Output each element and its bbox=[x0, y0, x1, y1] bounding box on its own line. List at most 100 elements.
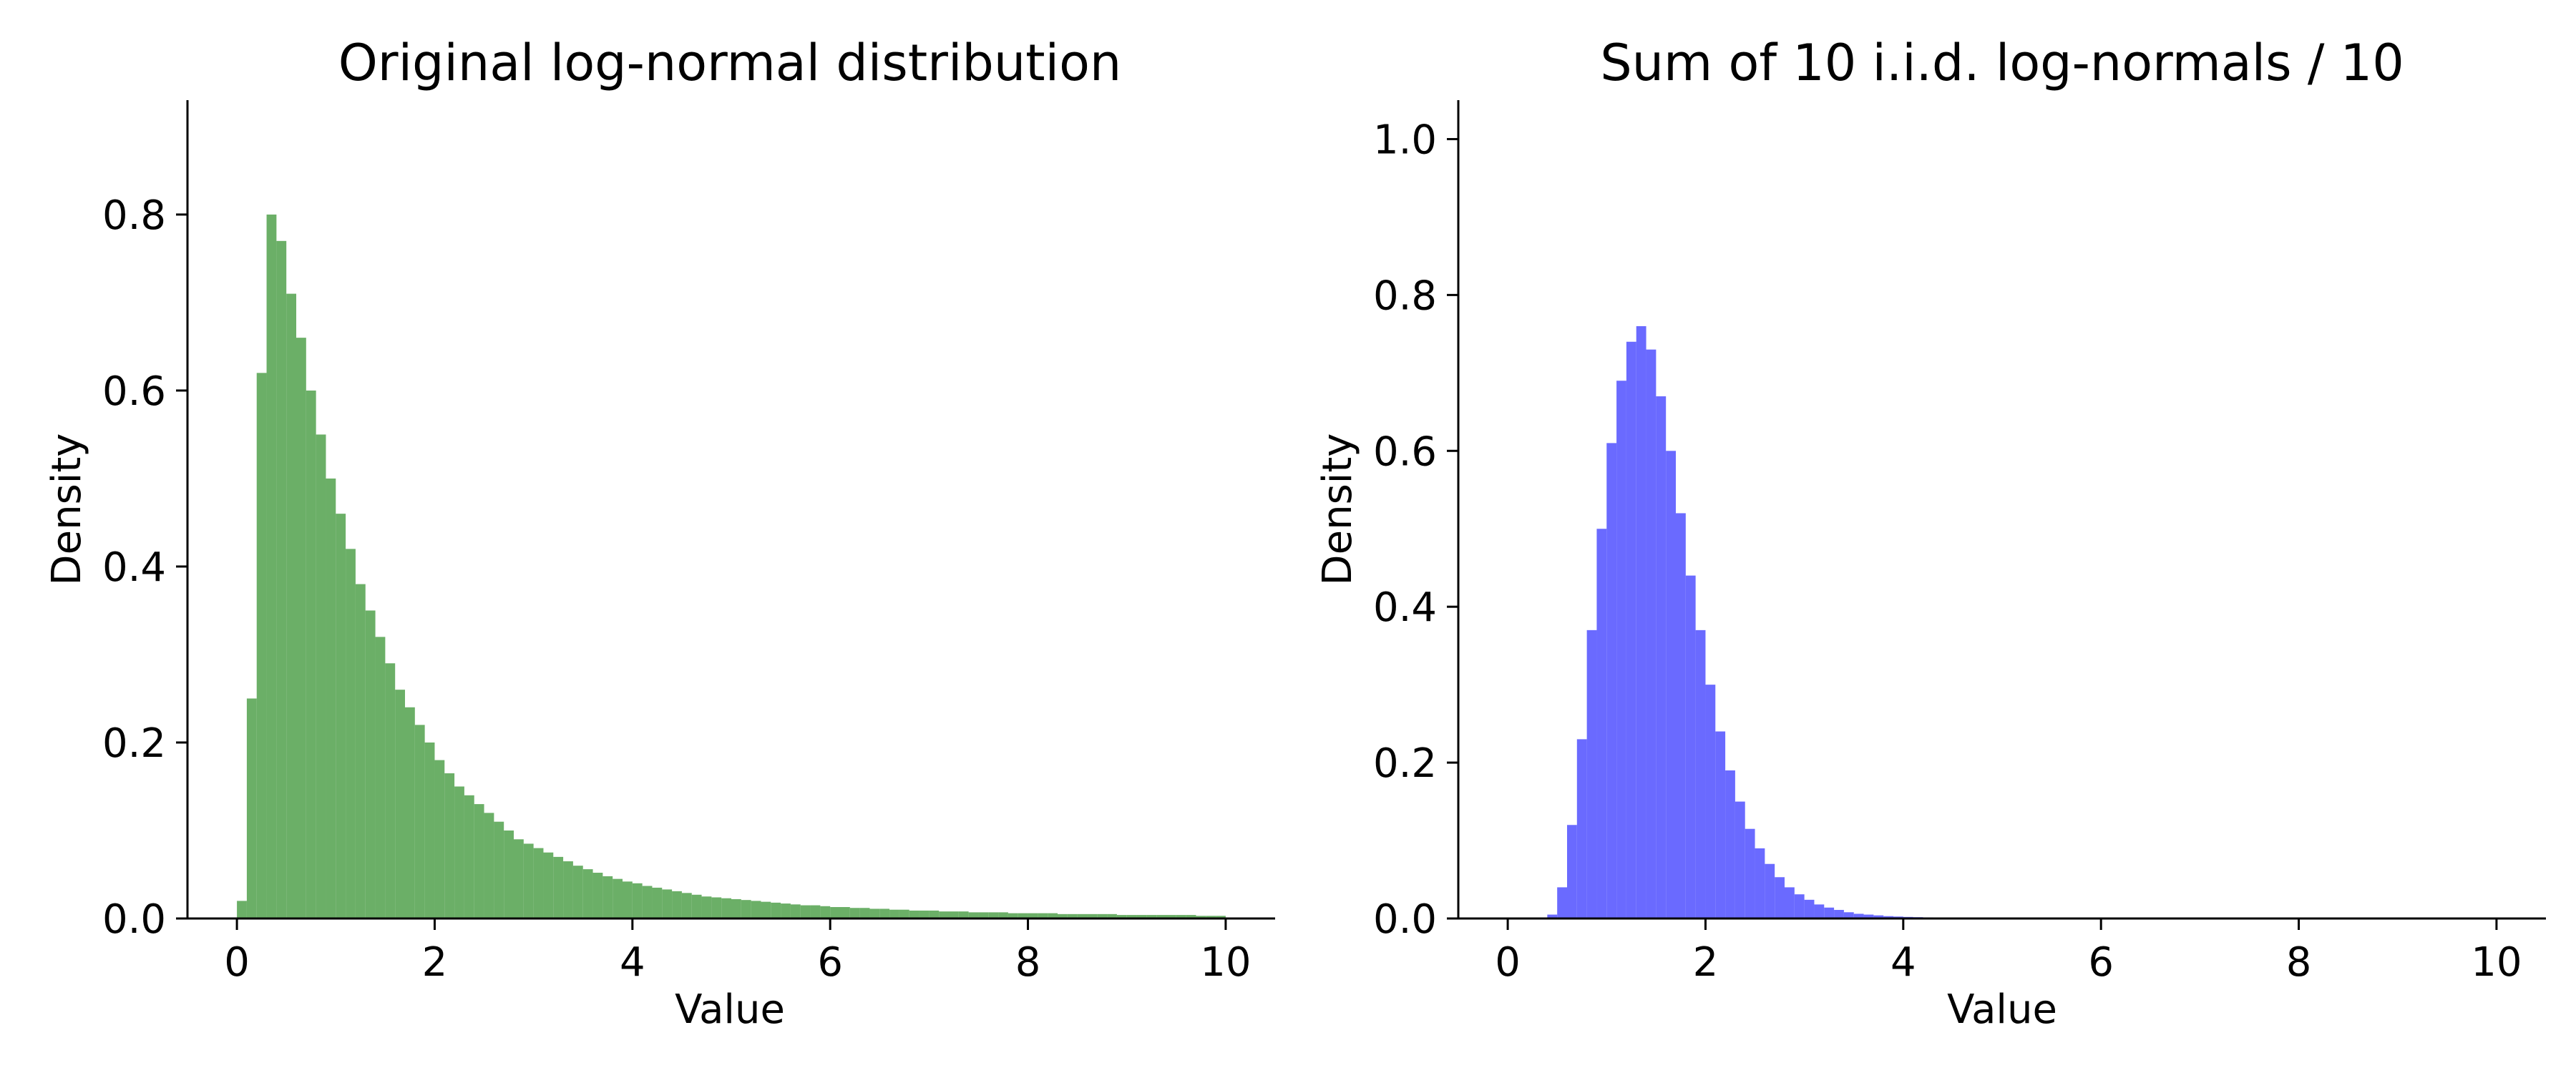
left-histogram-bar bbox=[988, 912, 999, 918]
left-histogram-bar bbox=[1156, 915, 1166, 918]
left-chart-panel: Original log-normal distribution 0 2 4 6 8 10… bbox=[44, 34, 1275, 1033]
left-histogram-bar bbox=[326, 478, 336, 918]
right-histogram-bar bbox=[1715, 731, 1726, 918]
right-y-tick-label: 0.4 bbox=[1373, 584, 1437, 631]
right-histogram-bar bbox=[1666, 451, 1676, 918]
left-histogram-bar bbox=[424, 742, 435, 918]
right-histogram-bar bbox=[1606, 443, 1617, 918]
right-y-tick-label: 0.8 bbox=[1373, 273, 1437, 319]
left-histogram-bar bbox=[543, 852, 554, 918]
left-y-tick-label: 0.4 bbox=[102, 544, 166, 591]
right-histogram-bar bbox=[1873, 915, 1884, 918]
left-histogram-bars bbox=[237, 214, 1226, 918]
right-histogram-bars bbox=[1547, 325, 2121, 919]
left-histogram-bar bbox=[1146, 915, 1157, 918]
left-histogram-bar bbox=[889, 909, 899, 918]
left-histogram-bar bbox=[929, 910, 940, 918]
left-histogram-bar bbox=[681, 893, 692, 918]
right-x-tick-label: 4 bbox=[1890, 939, 1916, 986]
left-histogram-bar bbox=[395, 690, 405, 918]
left-y-axis-label: Density bbox=[44, 433, 90, 586]
right-histogram-bar bbox=[1636, 325, 1646, 919]
left-histogram-bar bbox=[474, 804, 484, 918]
right-histogram-bar bbox=[1755, 848, 1765, 918]
right-histogram-bar bbox=[1567, 825, 1577, 918]
left-histogram-bar bbox=[1077, 913, 1088, 918]
left-histogram-bar bbox=[1067, 913, 1078, 918]
right-histogram-bar bbox=[1794, 894, 1805, 918]
left-histogram-bar bbox=[781, 903, 791, 918]
left-histogram-bar bbox=[998, 912, 1008, 918]
left-histogram-bar bbox=[237, 901, 247, 918]
left-histogram-bar bbox=[800, 905, 811, 918]
right-histogram-bar bbox=[1705, 685, 1716, 918]
left-chart-title: Original log-normal distribution bbox=[338, 34, 1122, 92]
right-y-tick-label: 1.0 bbox=[1373, 117, 1437, 163]
left-histogram-bar bbox=[968, 912, 979, 918]
left-histogram-bar bbox=[444, 773, 455, 918]
left-histogram-bar bbox=[909, 910, 919, 918]
left-histogram-bar bbox=[1058, 913, 1068, 918]
left-histogram-bar bbox=[642, 886, 653, 918]
right-histogram-bar bbox=[1676, 513, 1686, 918]
left-y-tick-label: 0.6 bbox=[102, 368, 166, 415]
left-histogram-bar bbox=[1038, 913, 1048, 918]
left-histogram-bar bbox=[355, 584, 366, 918]
left-histogram-bar bbox=[276, 240, 287, 918]
left-histogram-bar bbox=[256, 373, 267, 918]
right-chart-title: Sum of 10 i.i.d. log-normals / 10 bbox=[1600, 34, 2404, 92]
right-x-axis-label: Value bbox=[1947, 986, 2057, 1033]
left-histogram-bar bbox=[405, 707, 415, 918]
right-histogram-bar bbox=[1586, 629, 1597, 918]
right-histogram-bar bbox=[1834, 910, 1844, 918]
left-histogram-bar bbox=[949, 911, 959, 918]
left-histogram-bar bbox=[741, 900, 751, 918]
right-histogram-bar bbox=[1656, 396, 1667, 918]
left-histogram-bar bbox=[602, 876, 613, 918]
left-histogram-bar bbox=[464, 795, 474, 918]
right-histogram-bar bbox=[1843, 912, 1854, 918]
left-histogram-bar bbox=[632, 883, 643, 918]
right-histogram-bar bbox=[1735, 801, 1745, 918]
left-histogram-bar bbox=[840, 907, 850, 918]
left-x-axis-label: Value bbox=[675, 986, 785, 1033]
left-histogram-bar bbox=[672, 891, 682, 918]
right-histogram-bar bbox=[1547, 914, 1558, 918]
left-histogram-bar bbox=[751, 901, 761, 918]
left-histogram-bar bbox=[711, 897, 722, 918]
left-histogram-bar bbox=[266, 214, 277, 918]
left-x-tick-label: 4 bbox=[620, 939, 645, 986]
right-histogram-bar bbox=[1685, 575, 1696, 918]
left-histogram-bar bbox=[592, 873, 603, 918]
left-histogram-bar bbox=[899, 909, 909, 918]
right-x-tick-label: 0 bbox=[1495, 939, 1521, 986]
right-y-axis-label: Density bbox=[1314, 433, 1361, 586]
left-x-tick-label: 6 bbox=[817, 939, 843, 986]
left-histogram-bar bbox=[582, 869, 593, 918]
right-histogram-bar bbox=[1853, 913, 1864, 918]
right-histogram-bar bbox=[1646, 349, 1657, 918]
right-histogram-bar bbox=[1824, 907, 1835, 918]
left-histogram-bar bbox=[978, 912, 989, 918]
right-histogram-bar bbox=[1557, 887, 1567, 918]
left-histogram-bar bbox=[1126, 915, 1137, 918]
right-histogram-bar bbox=[1695, 629, 1706, 918]
left-histogram-bar bbox=[771, 902, 781, 918]
left-histogram-bar bbox=[1008, 913, 1018, 918]
left-histogram-bar bbox=[306, 390, 316, 918]
left-histogram-bar bbox=[1087, 913, 1098, 918]
left-x-tick-label: 10 bbox=[1200, 939, 1251, 986]
left-histogram-bar bbox=[958, 911, 969, 918]
left-histogram-bar bbox=[731, 898, 741, 918]
left-histogram-bar bbox=[849, 908, 860, 918]
left-histogram-bar bbox=[1028, 913, 1038, 918]
right-x-ticks: 0 2 4 6 8 10 bbox=[1495, 918, 2522, 986]
left-histogram-bar bbox=[859, 908, 870, 918]
left-histogram-bar bbox=[1018, 913, 1028, 918]
right-histogram-bar bbox=[1785, 887, 1795, 918]
right-histogram-bar bbox=[1775, 877, 1785, 918]
left-histogram-bar bbox=[939, 911, 949, 918]
right-histogram-bar bbox=[1765, 863, 1775, 918]
